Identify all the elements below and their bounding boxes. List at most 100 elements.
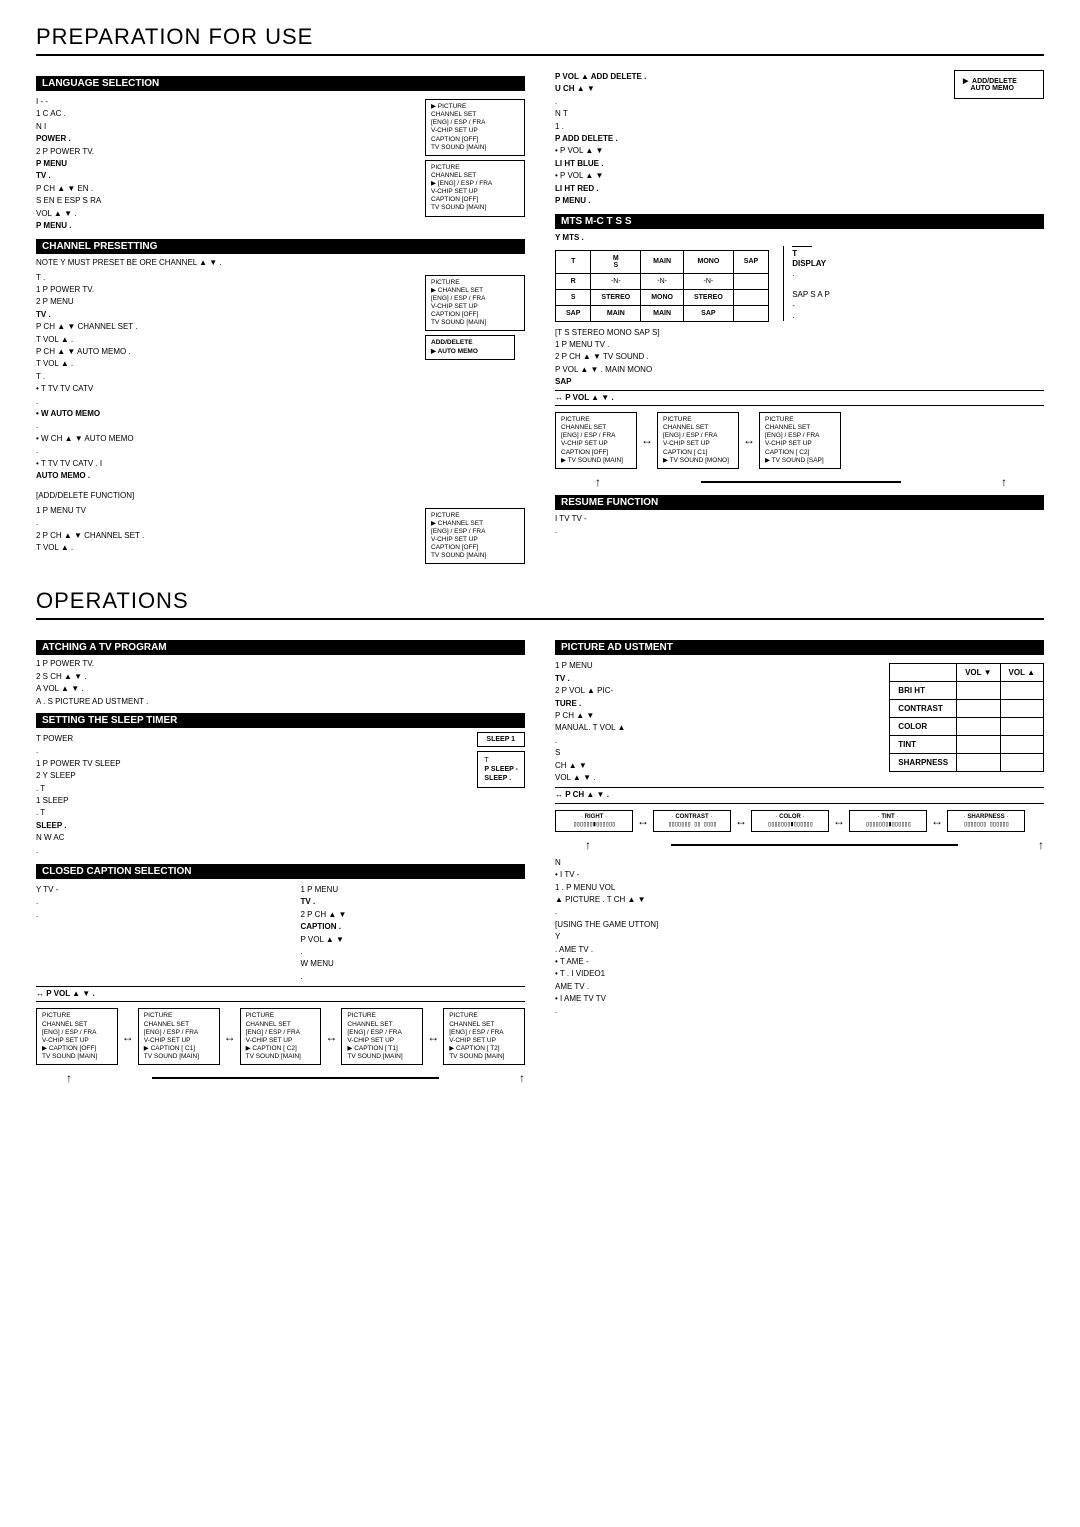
cp-l10: .: [36, 397, 415, 407]
cf0-5: TV SOUND [MAIN]: [42, 1053, 112, 1061]
menu-eng2-l1: PICTURE: [431, 164, 519, 172]
cc-l1: .: [36, 897, 261, 907]
mts-r1-2: -N-: [641, 273, 684, 289]
cf2-3: V-CHIP SET UP: [246, 1037, 316, 1045]
header-watch: ATCHING A TV PROGRAM: [36, 640, 525, 655]
menu-eng2-l3: ▶ [ENG] / ESP / FRA: [431, 180, 519, 188]
cf4-4: CAPTION [ T2]: [456, 1045, 500, 1052]
pt-r1: CONTRAST: [890, 700, 957, 718]
mts-r1-0: R: [556, 273, 591, 289]
rt-l1: U CH ▲ ▼: [555, 84, 595, 93]
cf3-0: PICTURE: [347, 1012, 417, 1020]
menu-eng-l1: ▶ PICTURE: [431, 103, 519, 111]
pa-l5: MANUAL. T VOL ▲: [555, 723, 873, 733]
mts-h2: MONO: [683, 250, 733, 273]
menu-box-chset2: PICTURE ▶ CHANNEL SET [ENG] / ESP / FRA …: [425, 508, 525, 565]
pn-1: • I TV -: [555, 870, 1044, 880]
rt-l5: P ADD DELETE .: [555, 134, 618, 143]
cp-note: NOTE Y MUST PRESET BE ORE CHANNEL ▲ ▼ .: [36, 258, 525, 268]
mts-a1: 1 P MENU TV .: [555, 340, 1044, 350]
w-l3: A . S PICTURE AD USTMENT .: [36, 697, 525, 707]
cp-l4: P CH ▲ ▼ CHANNEL SET .: [36, 322, 415, 332]
rt-l10: P MENU .: [555, 196, 590, 205]
pa-l4: P CH ▲ ▼: [555, 711, 873, 721]
cf2-5: TV SOUND [MAIN]: [246, 1053, 316, 1061]
fb-main-3: V-CHIP SET UP: [561, 440, 631, 448]
bar3-l: TINT: [881, 814, 894, 820]
pn-11: AME TV .: [555, 982, 1044, 992]
mts-r3-0: SAP: [556, 305, 591, 321]
menu-chset-l4: V-CHIP SET UP: [431, 303, 519, 311]
fb-mono-0: PICTURE: [663, 416, 733, 424]
mts-h1: MAIN: [641, 250, 684, 273]
mts-side-0: .: [792, 269, 794, 278]
harrow-icon-c2: ↔: [224, 1030, 236, 1044]
header-picture-adj: PICTURE AD USTMENT: [555, 640, 1044, 655]
cf0-4: CAPTION [OFF]: [49, 1045, 96, 1052]
cc-r5: .: [301, 947, 526, 957]
bar2-s: ▯▯▯▯▯▯▯▮▯▯▯▯▯▯: [757, 820, 823, 828]
mts-r2-0: S: [556, 289, 591, 305]
cc-r7: .: [301, 972, 526, 982]
cp-l11: • W AUTO MEMO: [36, 409, 100, 418]
pa-l8: CH ▲ ▼: [555, 761, 873, 771]
lang-l0: I - -: [36, 97, 415, 107]
addauto-l2: ▶ AUTO MEMO: [431, 348, 478, 355]
uparrow-icon-p1: ↑: [585, 838, 591, 852]
fb-mono-3: V-CHIP SET UP: [663, 440, 733, 448]
sl-l7: . T: [36, 808, 467, 818]
menu-chset2-l6: TV SOUND [MAIN]: [431, 552, 519, 560]
cap-flow-4: PICTURE CHANNEL SET [ENG] / ESP / FRA V-…: [443, 1008, 525, 1065]
bar3-s: ▯▯▯▯▯▯▯▮▯▯▯▯▯▯: [855, 820, 921, 828]
pn-2: 1 . P MENU VOL: [555, 883, 1044, 893]
mts-side-t: T: [792, 249, 797, 258]
cf2-1: CHANNEL SET: [246, 1021, 316, 1029]
bar-4: · SHARPNESS · ▯▯▯▯▯▯▯ ▯▯▯▯▯▯: [947, 810, 1025, 832]
mts-r3-3: SAP: [701, 310, 715, 317]
cc-r0: 1 P MENU: [301, 885, 526, 895]
rt-l3: N T: [555, 109, 944, 119]
pn-12: • I AME TV TV: [555, 994, 1044, 1004]
pt-h1: VOL ▼: [957, 664, 1000, 682]
lang-l3: POWER .: [36, 134, 71, 143]
mts-r3-4: [733, 305, 768, 321]
res-l0: I TV TV -: [555, 514, 1044, 524]
menu-eng-l3: [ENG] / ESP / FRA: [431, 119, 519, 127]
pt-r0: BRI HT: [890, 682, 957, 700]
pa-l0: 1 P MENU: [555, 661, 873, 671]
lang-l8: S EN E ESP S RA: [36, 196, 415, 206]
sl-l6: 1 SLEEP: [36, 796, 467, 806]
sleep-tip-l2: P SLEEP -: [484, 766, 518, 773]
mts-r1-3: -N-: [683, 273, 733, 289]
uparrow-icon-c2: ↑: [519, 1071, 525, 1085]
pn-0: N: [555, 858, 1044, 868]
rt-l8: • P VOL ▲ ▼: [555, 171, 944, 181]
cf1-4: CAPTION [ C1]: [151, 1045, 195, 1052]
cp-l8: T .: [36, 372, 415, 382]
picture-table: VOL ▼ VOL ▲ BRI HT CONTRAST COLOR TINT S…: [889, 663, 1044, 772]
cf0-0: PICTURE: [42, 1012, 112, 1020]
menu-chset2-l4: V-CHIP SET UP: [431, 536, 519, 544]
cf3-1: CHANNEL SET: [347, 1021, 417, 1029]
pt-r4: SHARPNESS: [890, 754, 957, 772]
w-l2: A VOL ▲ ▼ .: [36, 684, 525, 694]
cf4-2: [ENG] / ESP / FRA: [449, 1029, 519, 1037]
fb-mono-4: CAPTION [ C1]: [663, 449, 733, 457]
sleep-tip-l1: T: [484, 756, 518, 765]
addauto-l1: ADD/DELETE: [431, 339, 473, 346]
lang-l7: P CH ▲ ▼ EN .: [36, 184, 415, 194]
cf1-5: TV SOUND [MAIN]: [144, 1053, 214, 1061]
cc-r3: CAPTION .: [301, 922, 341, 931]
harrow-icon-c4: ↔: [427, 1030, 439, 1044]
cf4-5: TV SOUND [MAIN]: [449, 1053, 519, 1061]
add-delete-box: ▶ ADD/DELETE AUTO MEMO: [954, 70, 1044, 99]
cp-l3: TV .: [36, 310, 51, 319]
cf2-4: CAPTION [ C2]: [252, 1045, 296, 1052]
fb-mono-2: [ENG] / ESP / FRA: [663, 432, 733, 440]
pn-7: . AME TV .: [555, 945, 1044, 955]
mts-r2-1: STEREO: [601, 294, 630, 301]
mts-pre: Y MTS .: [555, 233, 584, 242]
picture-bars-flow: · RIGHT · ▯▯▯▯▯▯▮▯▯▯▯▯▯ ↔ · CONTRAST · ▯…: [555, 810, 1044, 832]
lang-l4: 2 P POWER TV.: [36, 147, 415, 157]
harrow-icon-2: ↔: [743, 433, 755, 447]
